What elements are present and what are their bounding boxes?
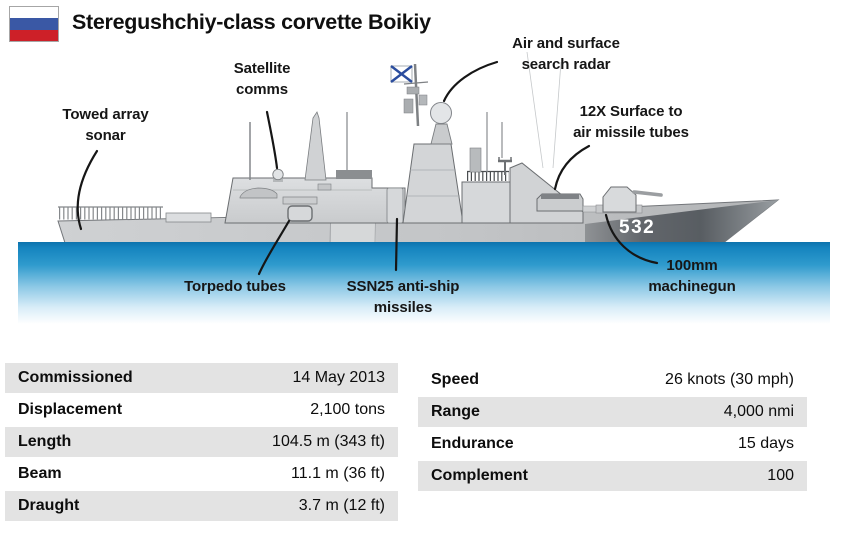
- antenna: [486, 112, 503, 172]
- callout-label-towed-array-sonar: Towed array sonar: [62, 106, 149, 144]
- flag-stripe-white: [10, 7, 58, 19]
- mast-pole: [413, 63, 420, 127]
- table-row: Speed 26 knots (30 mph): [418, 365, 807, 395]
- callout-label-torpedo-tubes: Torpedo tubes: [184, 278, 286, 295]
- spec-label: Beam: [18, 465, 62, 482]
- callout-line-sam-tubes: [553, 144, 591, 191]
- rigging-lines: [526, 51, 562, 169]
- satellite-comms-dome: [272, 168, 284, 181]
- spec-value: 2,100 tons: [310, 401, 385, 418]
- main-mast: [390, 63, 464, 224]
- callout-label-satellite-comms: Satellite comms: [233, 60, 291, 98]
- callout-line-antiship-missiles: [394, 217, 399, 272]
- spec-value: 15 days: [737, 435, 794, 452]
- aft-mast: [304, 111, 327, 181]
- spec-value: 11.1 m (36 ft): [291, 465, 385, 482]
- sam-missile-tubes: [536, 193, 604, 213]
- callout-label-machinegun: 100mm machinegun: [648, 257, 736, 295]
- russia-flag-icon: [9, 6, 59, 42]
- superstructure: [224, 111, 406, 224]
- table-row: Commissioned 14 May 2013: [5, 363, 398, 393]
- water: [18, 242, 830, 324]
- flag-stripe-red: [10, 29, 58, 41]
- table-row: Complement 100: [418, 461, 807, 491]
- torpedo-tube-door: [287, 205, 313, 222]
- spec-label: Speed: [431, 371, 480, 388]
- spec-value: 104.5 m (343 ft): [272, 433, 385, 450]
- search-radar-dome: [430, 102, 452, 124]
- table-row: Length 104.5 m (343 ft): [5, 427, 398, 457]
- spec-label: Draught: [18, 497, 80, 514]
- callout-line-search-radar: [442, 60, 499, 103]
- spec-value: 4,000 nmi: [723, 403, 794, 420]
- aft-deckhouse: [165, 212, 212, 223]
- spec-label: Endurance: [431, 435, 514, 452]
- stern-railing: [58, 206, 163, 220]
- spec-value: 3.7 m (12 ft): [298, 497, 385, 514]
- table-row: Endurance 15 days: [418, 429, 807, 459]
- spec-label: Range: [431, 403, 480, 420]
- spec-table-left: Commissioned 14 May 2013 Displacement 2,…: [5, 363, 398, 523]
- roof-equipment-bar: [336, 170, 372, 179]
- missile-deck-pillar: [386, 187, 404, 224]
- spec-label: Commissioned: [18, 369, 133, 386]
- spec-label: Length: [18, 433, 72, 450]
- gun-barrel: [632, 190, 663, 197]
- gun-turret: [595, 186, 663, 214]
- callout-label-search-radar: Air and surface search radar: [512, 35, 620, 73]
- table-row: Range 4,000 nmi: [418, 397, 807, 427]
- table-row: Draught 3.7 m (12 ft): [5, 491, 398, 521]
- spec-value: 14 May 2013: [292, 369, 385, 386]
- flag-stripe-blue: [10, 18, 58, 30]
- spec-table-right: Speed 26 knots (30 mph) Range 4,000 nmi …: [418, 365, 807, 493]
- callout-line-satellite-comms: [265, 110, 279, 170]
- navigation-radar: [498, 157, 512, 175]
- hull-number: 532: [619, 217, 655, 238]
- table-row: Displacement 2,100 tons: [5, 395, 398, 425]
- callout-line-torpedo-tubes: [257, 219, 291, 276]
- page-title: Steregushchiy-class corvette Boikiy: [72, 10, 431, 34]
- spec-value: 100: [767, 467, 794, 484]
- callout-label-sam-tubes: 12X Surface to air missile tubes: [573, 103, 689, 141]
- callout-line-machinegun: [604, 213, 659, 265]
- ship-boat: [239, 187, 278, 199]
- spec-value: 26 knots (30 mph): [665, 371, 794, 388]
- naval-ensign-flag-icon: [390, 65, 413, 83]
- spec-label: Complement: [431, 467, 528, 484]
- callout-line-towed-array-sonar: [76, 149, 99, 231]
- callout-label-antiship-missiles: SSN25 anti-ship missiles: [346, 278, 460, 316]
- bow-dark-panel: [585, 200, 778, 246]
- spec-label: Displacement: [18, 401, 123, 418]
- table-row: Beam 11.1 m (36 ft): [5, 459, 398, 489]
